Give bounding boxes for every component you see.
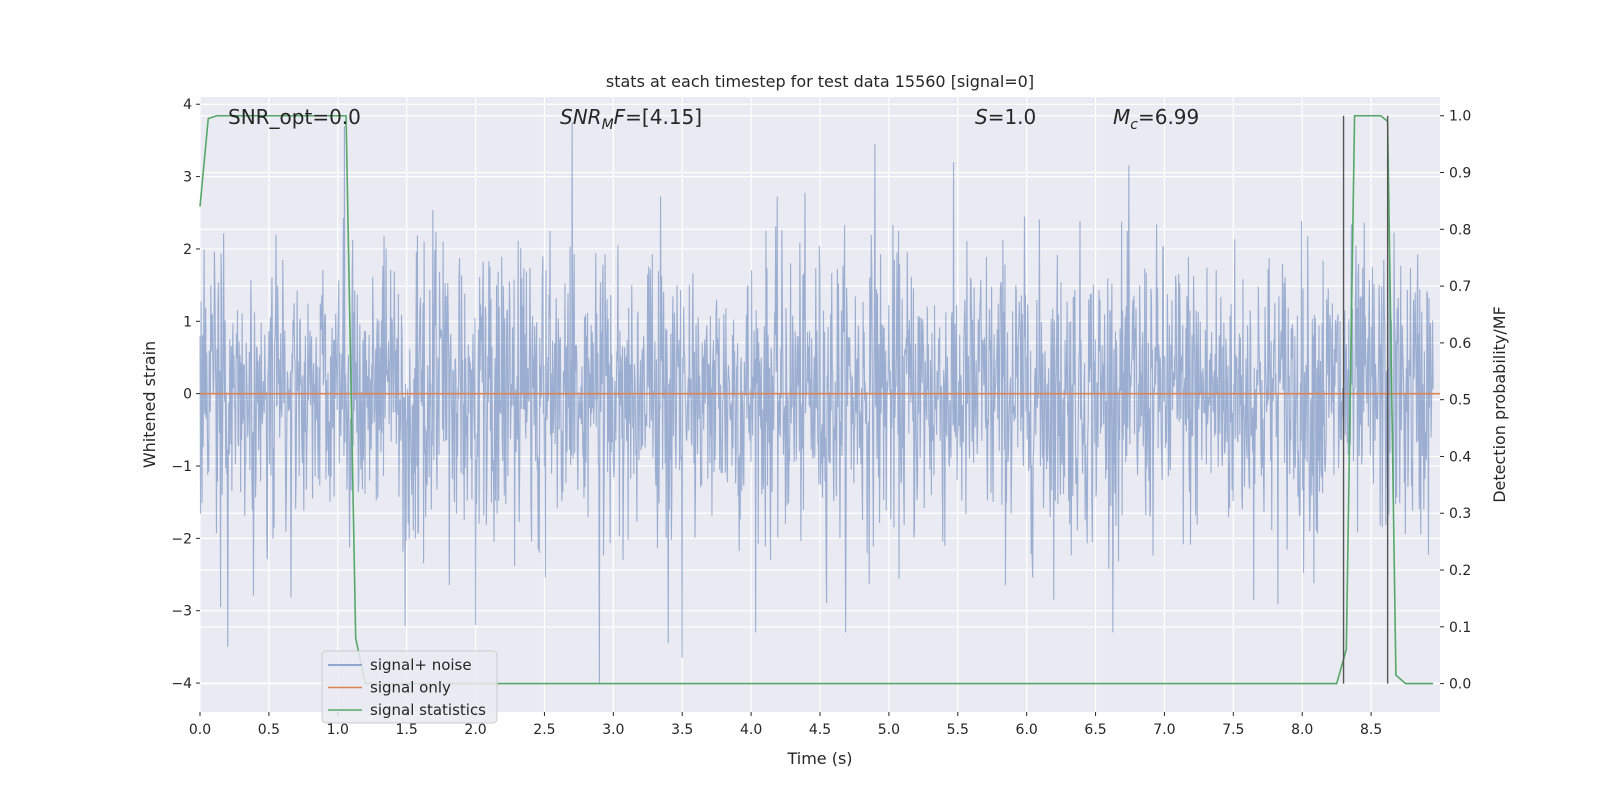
legend-label-signal-statistics: signal statistics <box>370 701 486 719</box>
y-left-tick-label: 2 <box>183 242 192 258</box>
x-tick-label: 7.5 <box>1222 722 1244 738</box>
x-tick-label: 5.5 <box>947 722 969 738</box>
annotation-segment: F <box>614 105 626 129</box>
x-tick-label: 2.0 <box>464 722 486 738</box>
x-tick-label: 6.5 <box>1084 722 1106 738</box>
annotation-segment: =[4.15] <box>625 105 702 129</box>
x-tick-label: 3.0 <box>602 722 624 738</box>
annotation-segment: S <box>975 105 988 129</box>
annotation-3: Mc=6.99 <box>1113 105 1199 133</box>
legend-label-signal-noise: signal+ noise <box>370 656 472 674</box>
y-axis-label-left: Whitened strain <box>140 341 159 468</box>
y-right-tick-label: 0.4 <box>1449 449 1471 465</box>
annotation-1: SNRMF=[4.15] <box>560 105 702 133</box>
annotations: SNR_opt=0.0 SNRMF=[4.15] S=1.0 Mc=6.99 <box>228 105 1199 133</box>
y-right-tick-label: 0.8 <box>1449 222 1471 238</box>
legend: signal+ noise signal only signal statistic… <box>321 650 498 724</box>
x-tick-label: 5.0 <box>878 722 900 738</box>
series-lines <box>199 114 1440 685</box>
y-right-tick-label: 0.7 <box>1449 279 1471 295</box>
annotation-segment: =1.0 <box>988 105 1037 129</box>
y-left-tick-label: 3 <box>183 170 192 186</box>
x-tick-label: 8.5 <box>1360 722 1382 738</box>
y-right-tick-label: 0.9 <box>1449 166 1471 182</box>
x-tick-label: 0.0 <box>189 722 211 738</box>
legend-label-signal-only: signal only <box>370 679 451 697</box>
y-left-tick-label: −3 <box>171 604 192 620</box>
x-tick-label: 6.0 <box>1016 722 1038 738</box>
y-right-tick-label: 0.2 <box>1449 563 1471 579</box>
y-left-tick-label: −4 <box>171 676 192 692</box>
y-axis-label-right: Detection probability/MF <box>1490 306 1509 503</box>
y-right-tick-label: 0.3 <box>1449 506 1471 522</box>
chart-title: stats at each timestep for test data 155… <box>606 72 1034 91</box>
y-left-tick-label: −1 <box>171 459 192 475</box>
x-tick-label: 1.5 <box>396 722 418 738</box>
y-right-tick-label: 0.0 <box>1449 677 1471 693</box>
x-tick-label: 2.5 <box>533 722 555 738</box>
x-tick-label: 4.0 <box>740 722 762 738</box>
x-tick-label: 3.5 <box>671 722 693 738</box>
annotation-segment: SNR <box>560 105 602 129</box>
annotation-segment: M <box>1113 105 1130 129</box>
y-left-tick-label: 1 <box>183 314 192 330</box>
x-tick-label: 1.0 <box>327 722 349 738</box>
legend-box <box>321 650 498 724</box>
series-line-signal-statistics <box>199 114 1434 685</box>
series-line-signal-plus-noise <box>199 122 1434 684</box>
annotation-segment: =6.99 <box>1138 105 1199 129</box>
annotation-0: SNR_opt=0.0 <box>228 105 361 129</box>
annotation-segment: SNR_opt=0.0 <box>228 105 361 129</box>
y-right-tick-label: 0.1 <box>1449 620 1471 636</box>
y-right-tick-label: 1.0 <box>1449 109 1471 125</box>
series-signal-plus-noise <box>199 122 1434 684</box>
x-axis-label: Time (s) <box>786 749 852 768</box>
x-tick-label: 7.0 <box>1153 722 1175 738</box>
annotation-segment: M <box>602 117 614 133</box>
y-left-tick-label: 0 <box>183 387 192 403</box>
y-right-tick-label: 0.6 <box>1449 336 1471 352</box>
annotation-2: S=1.0 <box>975 105 1036 129</box>
y-left-tick-label: 4 <box>183 97 192 113</box>
x-tick-label: 0.5 <box>258 722 280 738</box>
y-right-tick-label: 0.5 <box>1449 393 1471 409</box>
annotation-segment: c <box>1130 117 1138 133</box>
x-tick-label: 8.0 <box>1291 722 1313 738</box>
y-left-tick-label: −2 <box>171 531 192 547</box>
axis-ticks: 0.0 0.5 1.0 1.5 2.0 2.5 3.0 3.5 4.0 4.5 5.0 5.5 6.0 6… <box>171 97 1471 738</box>
x-tick-label: 4.5 <box>809 722 831 738</box>
